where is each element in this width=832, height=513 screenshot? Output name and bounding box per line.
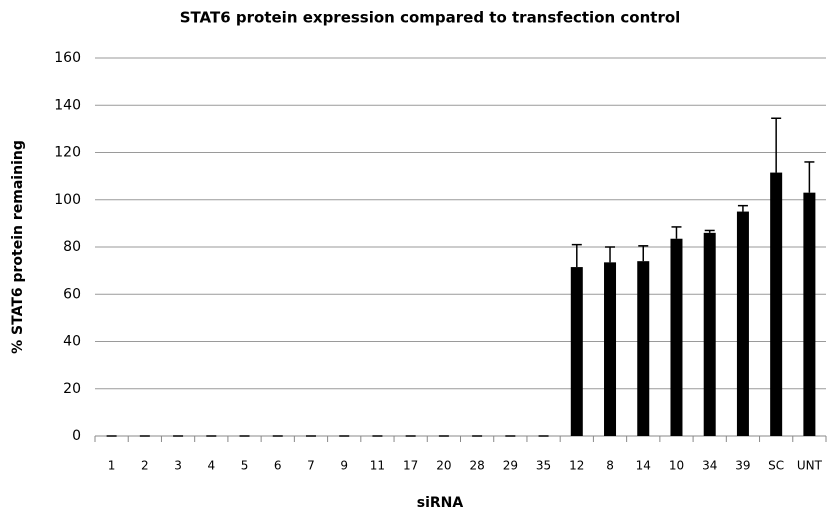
y-tick-label: 100 xyxy=(54,192,81,208)
bar xyxy=(736,211,749,436)
chart-title: STAT6 protein expression compared to tra… xyxy=(180,9,681,27)
x-tick-label: 10 xyxy=(669,459,684,473)
x-tick-label: 4 xyxy=(207,459,215,473)
bar xyxy=(770,172,783,437)
x-tick-label: 7 xyxy=(307,459,315,473)
y-tick-label: 60 xyxy=(63,286,81,302)
bar xyxy=(803,192,816,436)
bar xyxy=(604,262,617,436)
x-tick-label: 28 xyxy=(469,459,484,473)
bar xyxy=(670,238,683,436)
x-tick-label: 17 xyxy=(403,459,418,473)
y-tick-label: 120 xyxy=(54,145,81,161)
x-tick-label: 11 xyxy=(370,459,385,473)
x-tick-label: 1 xyxy=(108,459,116,473)
bar xyxy=(637,261,650,436)
x-tick-label: 3 xyxy=(174,459,182,473)
x-tick-label: 5 xyxy=(241,459,249,473)
y-tick-label: 20 xyxy=(63,381,81,397)
x-tick-label: 8 xyxy=(606,459,614,473)
x-tick-label: 39 xyxy=(735,459,750,473)
bar xyxy=(570,267,583,436)
x-tick-label: UNT xyxy=(797,459,823,473)
x-tick-label: 2 xyxy=(141,459,149,473)
x-tick-label: 6 xyxy=(274,459,282,473)
x-tick-label: 20 xyxy=(436,459,451,473)
x-tick-label: 12 xyxy=(569,459,584,473)
y-tick-label: 0 xyxy=(72,428,81,444)
x-tick-label: 9 xyxy=(340,459,348,473)
x-tick-label: 35 xyxy=(536,459,551,473)
x-axis-title: siRNA xyxy=(417,495,464,511)
x-tick-label: 34 xyxy=(702,459,717,473)
y-tick-label: 40 xyxy=(63,334,81,350)
x-tick-label: 14 xyxy=(636,459,651,473)
bar xyxy=(703,232,716,436)
y-tick-label: 160 xyxy=(54,50,81,66)
y-axis-title: % STAT6 protein remaining xyxy=(10,140,26,354)
y-tick-label: 140 xyxy=(54,97,81,113)
x-tick-label: SC xyxy=(768,459,784,473)
x-tick-label: 29 xyxy=(503,459,518,473)
y-tick-label: 80 xyxy=(63,239,81,255)
